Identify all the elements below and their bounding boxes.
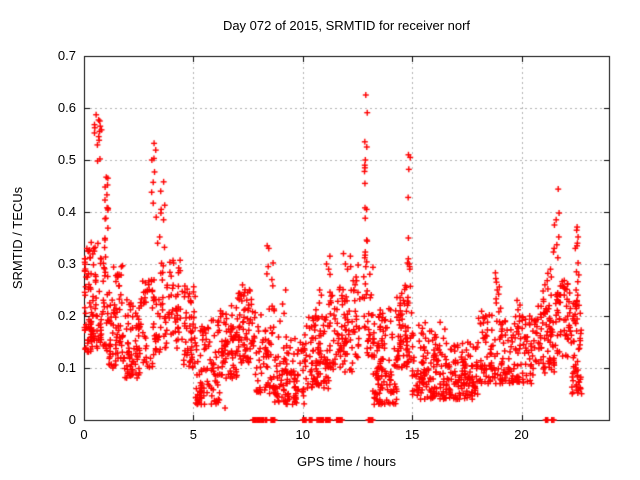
x-tick-label: 20 (514, 427, 529, 442)
y-tick-label: 0 (68, 412, 76, 427)
y-tick-label: 0.7 (57, 48, 76, 63)
x-tick-label: 5 (189, 427, 197, 442)
y-tick-label: 0.5 (57, 152, 76, 167)
x-tick-label: 10 (295, 427, 310, 442)
chart-title: Day 072 of 2015, SRMTID for receiver nor… (222, 18, 471, 33)
y-tick-label: 0.3 (57, 256, 76, 271)
y-tick-label: 0.1 (57, 360, 76, 375)
x-axis-label: GPS time / hours (297, 454, 396, 469)
x-tick-label: 0 (80, 427, 88, 442)
x-tick-label: 15 (404, 427, 420, 442)
y-tick-label: 0.2 (57, 308, 76, 323)
y-tick-label: 0.6 (57, 100, 76, 115)
y-tick-label: 0.4 (57, 204, 76, 219)
y-axis-label: SRMTID / TECUs (10, 186, 25, 290)
